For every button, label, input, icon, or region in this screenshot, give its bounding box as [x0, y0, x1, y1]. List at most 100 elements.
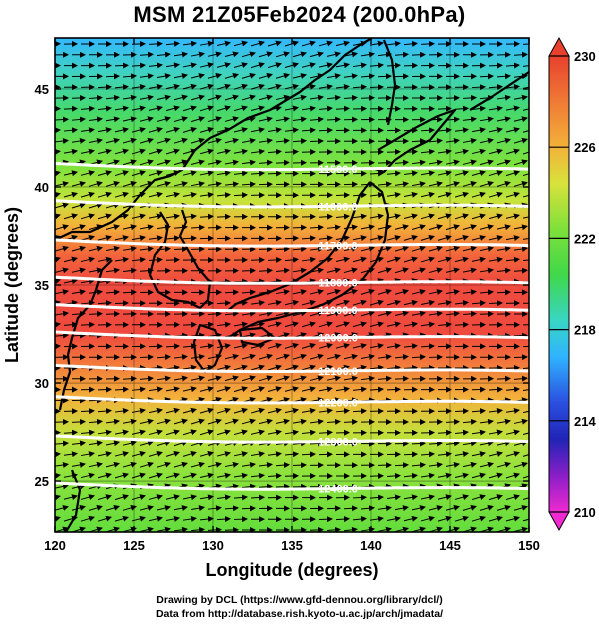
- wind-arrow: [488, 84, 503, 91]
- wind-arrow: [522, 410, 529, 414]
- wind-arrow: [55, 343, 61, 350]
- wind-arrow: [114, 62, 129, 69]
- wind-arrow: [114, 451, 129, 457]
- wind-arrow: [97, 105, 112, 112]
- wind-arrow: [309, 138, 324, 145]
- wind-arrow: [250, 148, 265, 155]
- wind-arrow: [471, 451, 486, 457]
- wind-arrow: [420, 148, 435, 155]
- wind-arrow: [352, 408, 367, 415]
- wind-arrow: [199, 407, 214, 414]
- wind-arrow: [505, 235, 520, 242]
- wind-arrow: [454, 429, 469, 436]
- wind-arrow: [55, 505, 69, 511]
- wind-arrow: [488, 300, 503, 307]
- wind-arrow: [284, 429, 299, 436]
- wind-arrow: [505, 170, 520, 177]
- wind-arrow: [292, 375, 307, 382]
- height-contour-line: [55, 275, 529, 285]
- wind-arrow: [233, 407, 248, 414]
- wind-arrow: [394, 267, 409, 274]
- wind-arrow: [97, 191, 112, 198]
- wind-arrow: [55, 332, 69, 339]
- wind-arrow: [267, 364, 282, 371]
- wind-arrow: [513, 181, 528, 187]
- wind-arrow: [122, 94, 137, 101]
- wind-arrow: [505, 256, 520, 263]
- wind-arrow: [531, 139, 544, 143]
- wind-arrow: [522, 454, 529, 457]
- wind-arrow: [207, 73, 222, 79]
- y-axis-label: Latitude (degrees): [2, 207, 22, 363]
- wind-arrow: [531, 249, 544, 250]
- wind-arrow: [488, 386, 503, 393]
- wind-arrow: [173, 94, 188, 101]
- wind-arrow: [241, 267, 256, 274]
- wind-arrow: [411, 289, 426, 295]
- contour-label: 12100.0: [318, 366, 358, 378]
- wind-arrow: [428, 289, 443, 295]
- wind-arrow: [403, 256, 418, 263]
- wind-arrow: [369, 213, 384, 220]
- contour-label: 11800.0: [318, 278, 357, 290]
- wind-arrow: [471, 127, 486, 134]
- wind-arrow: [471, 300, 486, 307]
- wind-arrow: [386, 364, 401, 371]
- wind-arrow: [369, 494, 384, 501]
- wind-arrow: [301, 127, 316, 134]
- wind-arrow: [386, 40, 401, 47]
- wind-arrow: [360, 224, 375, 231]
- wind-arrow: [241, 375, 256, 382]
- wind-arrow: [207, 332, 222, 339]
- wind-arrow: [513, 116, 528, 123]
- wind-arrow: [352, 299, 367, 306]
- wind-arrow: [386, 170, 401, 177]
- wind-arrow: [105, 181, 120, 187]
- wind-arrow: [522, 194, 529, 198]
- wind-arrow: [411, 224, 426, 230]
- wind-arrow: [258, 51, 273, 58]
- wind-arrow: [343, 289, 358, 295]
- wind-arrow: [403, 515, 418, 522]
- wind-arrow: [420, 213, 435, 220]
- wind-arrow: [199, 127, 214, 133]
- wind-arrow: [420, 299, 435, 306]
- wind-arrow: [267, 407, 282, 414]
- wind-arrow: [241, 505, 256, 512]
- wind-arrow: [250, 386, 265, 393]
- wind-arrow: [531, 227, 544, 229]
- wind-arrow: [394, 354, 409, 361]
- wind-arrow: [114, 472, 129, 479]
- wind-arrow: [105, 73, 120, 80]
- wind-arrow: [420, 343, 435, 350]
- wind-arrow: [275, 116, 290, 123]
- wind-arrow: [471, 213, 486, 220]
- wind-arrow: [233, 62, 248, 69]
- wind-arrow: [114, 235, 129, 241]
- wind-arrow: [301, 386, 316, 393]
- wind-arrow: [420, 494, 435, 501]
- wind-arrow: [437, 472, 452, 479]
- wind-arrow: [369, 62, 384, 69]
- wind-arrow: [531, 485, 544, 489]
- wind-arrow: [352, 364, 367, 371]
- height-contour-line: [55, 330, 529, 340]
- wind-arrow: [55, 127, 61, 134]
- wind-arrow: [182, 515, 197, 522]
- wind-arrow: [496, 224, 511, 231]
- wind-arrow: [522, 518, 529, 522]
- wind-arrow: [454, 170, 469, 177]
- wind-arrow: [292, 94, 307, 101]
- wind-arrow: [250, 105, 265, 112]
- x-tick-label: 145: [439, 538, 461, 553]
- wind-arrow: [173, 461, 188, 468]
- wind-arrow: [114, 105, 129, 112]
- wind-arrow: [318, 62, 333, 69]
- wind-arrow: [462, 310, 477, 317]
- wind-arrow: [292, 138, 307, 145]
- wind-arrow: [403, 191, 418, 198]
- wind-arrow: [343, 73, 358, 80]
- wind-arrow: [445, 289, 460, 296]
- wind-arrow: [343, 245, 358, 252]
- wind-arrow: [284, 127, 299, 134]
